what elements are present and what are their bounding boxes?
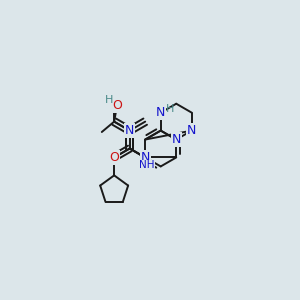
Text: H: H — [166, 104, 175, 114]
Text: N: N — [187, 124, 196, 137]
Text: NH: NH — [139, 160, 154, 170]
Text: N: N — [125, 124, 134, 137]
Text: N: N — [140, 151, 150, 164]
Text: N: N — [156, 106, 165, 119]
Text: O: O — [112, 99, 122, 112]
Text: H: H — [104, 95, 113, 105]
Text: N: N — [110, 151, 119, 164]
Text: O: O — [109, 151, 119, 164]
Text: N: N — [172, 133, 181, 146]
